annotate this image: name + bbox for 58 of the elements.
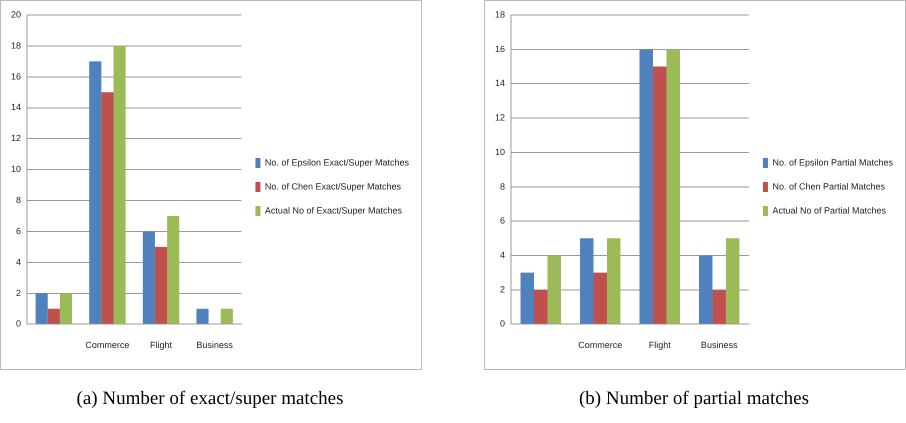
legend-label: No. of Chen Partial Matches bbox=[772, 181, 886, 192]
bar bbox=[639, 49, 653, 324]
bar bbox=[666, 49, 680, 324]
y-tick-label: 12 bbox=[494, 112, 506, 123]
y-tick-label: 10 bbox=[494, 146, 506, 157]
bar bbox=[113, 46, 126, 324]
x-tick-label: Flight bbox=[648, 340, 672, 350]
x-tick-label: Business bbox=[196, 340, 234, 350]
y-tick-label: 2 bbox=[500, 284, 506, 294]
bar bbox=[101, 92, 114, 324]
text: (b) Number of partial matches bbox=[578, 388, 810, 410]
x-tick-label: Business bbox=[700, 340, 738, 350]
legend-label: No. of Epsilon Exact/Super Matches bbox=[264, 157, 410, 168]
y-tick-label: 2 bbox=[16, 288, 22, 298]
y-tick-label: 12 bbox=[10, 133, 22, 144]
bar bbox=[547, 255, 561, 324]
legend-label: No. of Epsilon Partial Matches bbox=[772, 157, 894, 168]
bar bbox=[36, 293, 48, 324]
x-tick-label: Flight bbox=[150, 340, 173, 350]
bar bbox=[593, 272, 607, 324]
legend-label: Actual No of Partial Matches bbox=[772, 205, 886, 216]
x-tick-label: Commerce bbox=[578, 340, 622, 350]
bar bbox=[606, 238, 620, 324]
y-tick-label: 16 bbox=[494, 44, 506, 54]
y-tick-label: 4 bbox=[16, 256, 22, 267]
legend-label: Actual No of Exact/Super Matches bbox=[264, 205, 402, 216]
text: (a) Number of exact/super matches bbox=[76, 388, 344, 410]
bar bbox=[726, 238, 740, 324]
y-tick-label: 16 bbox=[10, 71, 22, 82]
x-tick-label: Commerce bbox=[85, 340, 130, 350]
y-tick-label: 14 bbox=[494, 78, 506, 88]
y-tick-label: 8 bbox=[500, 181, 506, 192]
y-tick-label: 18 bbox=[10, 40, 22, 50]
bar bbox=[48, 308, 60, 324]
y-tick-label: 8 bbox=[16, 195, 22, 206]
bar bbox=[196, 308, 209, 324]
bar bbox=[167, 216, 180, 324]
bar bbox=[698, 255, 712, 324]
bar bbox=[89, 61, 102, 324]
y-tick-label: 0 bbox=[500, 318, 506, 329]
y-tick-label: 20 bbox=[10, 9, 22, 20]
y-tick-label: 6 bbox=[16, 226, 22, 236]
bar bbox=[580, 238, 594, 324]
y-tick-label: 10 bbox=[10, 164, 22, 174]
y-tick-label: 4 bbox=[500, 250, 506, 260]
y-tick-label: 6 bbox=[500, 216, 506, 226]
bar bbox=[520, 272, 534, 324]
bar bbox=[220, 308, 233, 324]
bar bbox=[142, 231, 155, 324]
bar bbox=[652, 66, 666, 324]
bar bbox=[154, 246, 168, 324]
bar bbox=[534, 290, 548, 324]
y-tick-label: 18 bbox=[494, 9, 506, 20]
y-tick-label: 0 bbox=[16, 318, 22, 329]
legend-label: No. of Chen Exact/Super Matches bbox=[264, 181, 402, 192]
y-tick-label: 14 bbox=[10, 102, 22, 112]
bar bbox=[60, 293, 72, 324]
bar bbox=[712, 290, 726, 324]
